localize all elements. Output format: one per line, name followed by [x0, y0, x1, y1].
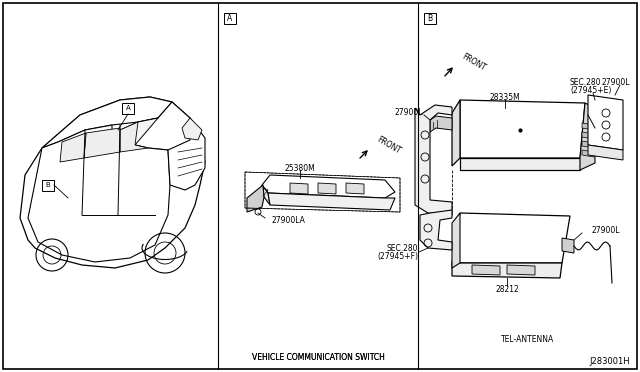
- Polygon shape: [472, 265, 500, 275]
- Text: VEHICLE COMMUNICATION SWITCH: VEHICLE COMMUNICATION SWITCH: [252, 353, 385, 362]
- Polygon shape: [262, 185, 270, 205]
- Text: 25380M: 25380M: [285, 164, 316, 173]
- Text: FRONT: FRONT: [460, 52, 487, 73]
- Text: 27900LA: 27900LA: [272, 215, 306, 224]
- Polygon shape: [415, 105, 452, 215]
- Polygon shape: [247, 185, 264, 212]
- Polygon shape: [507, 265, 535, 275]
- Polygon shape: [182, 118, 202, 140]
- Polygon shape: [452, 263, 562, 278]
- Text: 27900L: 27900L: [394, 108, 423, 116]
- Polygon shape: [120, 122, 148, 152]
- Polygon shape: [582, 141, 594, 148]
- Text: J283001H: J283001H: [589, 357, 630, 366]
- Text: VEHICLE COMMUNICATION SWITCH: VEHICLE COMMUNICATION SWITCH: [252, 353, 385, 362]
- Polygon shape: [290, 183, 308, 194]
- Polygon shape: [588, 95, 623, 150]
- Text: 27900L: 27900L: [602, 77, 630, 87]
- Bar: [42, 180, 54, 190]
- Text: (27945+E): (27945+E): [570, 86, 611, 94]
- Polygon shape: [562, 238, 574, 253]
- Text: SEC.280: SEC.280: [570, 77, 602, 87]
- Text: 28335M: 28335M: [490, 93, 520, 102]
- Polygon shape: [460, 158, 580, 170]
- Polygon shape: [452, 100, 460, 166]
- Text: B: B: [428, 13, 433, 22]
- Text: FRONT: FRONT: [375, 135, 402, 155]
- Polygon shape: [135, 102, 200, 150]
- Text: TEL-ANTENNA: TEL-ANTENNA: [501, 336, 554, 344]
- Polygon shape: [430, 116, 452, 132]
- Bar: [424, 13, 436, 23]
- Bar: [122, 103, 134, 113]
- Bar: [224, 13, 236, 23]
- Polygon shape: [460, 100, 585, 158]
- Polygon shape: [452, 213, 460, 268]
- Polygon shape: [168, 118, 205, 190]
- Text: 27900L: 27900L: [592, 225, 621, 234]
- Polygon shape: [262, 175, 395, 198]
- Text: 28212: 28212: [495, 285, 519, 295]
- Polygon shape: [582, 132, 594, 139]
- Polygon shape: [268, 193, 395, 210]
- Text: A: A: [125, 105, 131, 111]
- Polygon shape: [346, 183, 364, 194]
- Polygon shape: [318, 183, 336, 194]
- Text: (27945+F): (27945+F): [377, 253, 418, 262]
- Polygon shape: [42, 97, 172, 148]
- Polygon shape: [588, 145, 623, 160]
- Polygon shape: [582, 123, 594, 130]
- Polygon shape: [582, 150, 594, 157]
- Polygon shape: [28, 125, 170, 262]
- Text: A: A: [227, 13, 232, 22]
- Polygon shape: [420, 210, 452, 250]
- Polygon shape: [84, 128, 120, 158]
- Polygon shape: [20, 97, 205, 268]
- Text: SEC.280: SEC.280: [387, 244, 418, 253]
- Polygon shape: [60, 133, 86, 162]
- Polygon shape: [452, 213, 570, 263]
- Text: B: B: [45, 182, 51, 188]
- Polygon shape: [580, 103, 595, 170]
- Polygon shape: [112, 118, 158, 148]
